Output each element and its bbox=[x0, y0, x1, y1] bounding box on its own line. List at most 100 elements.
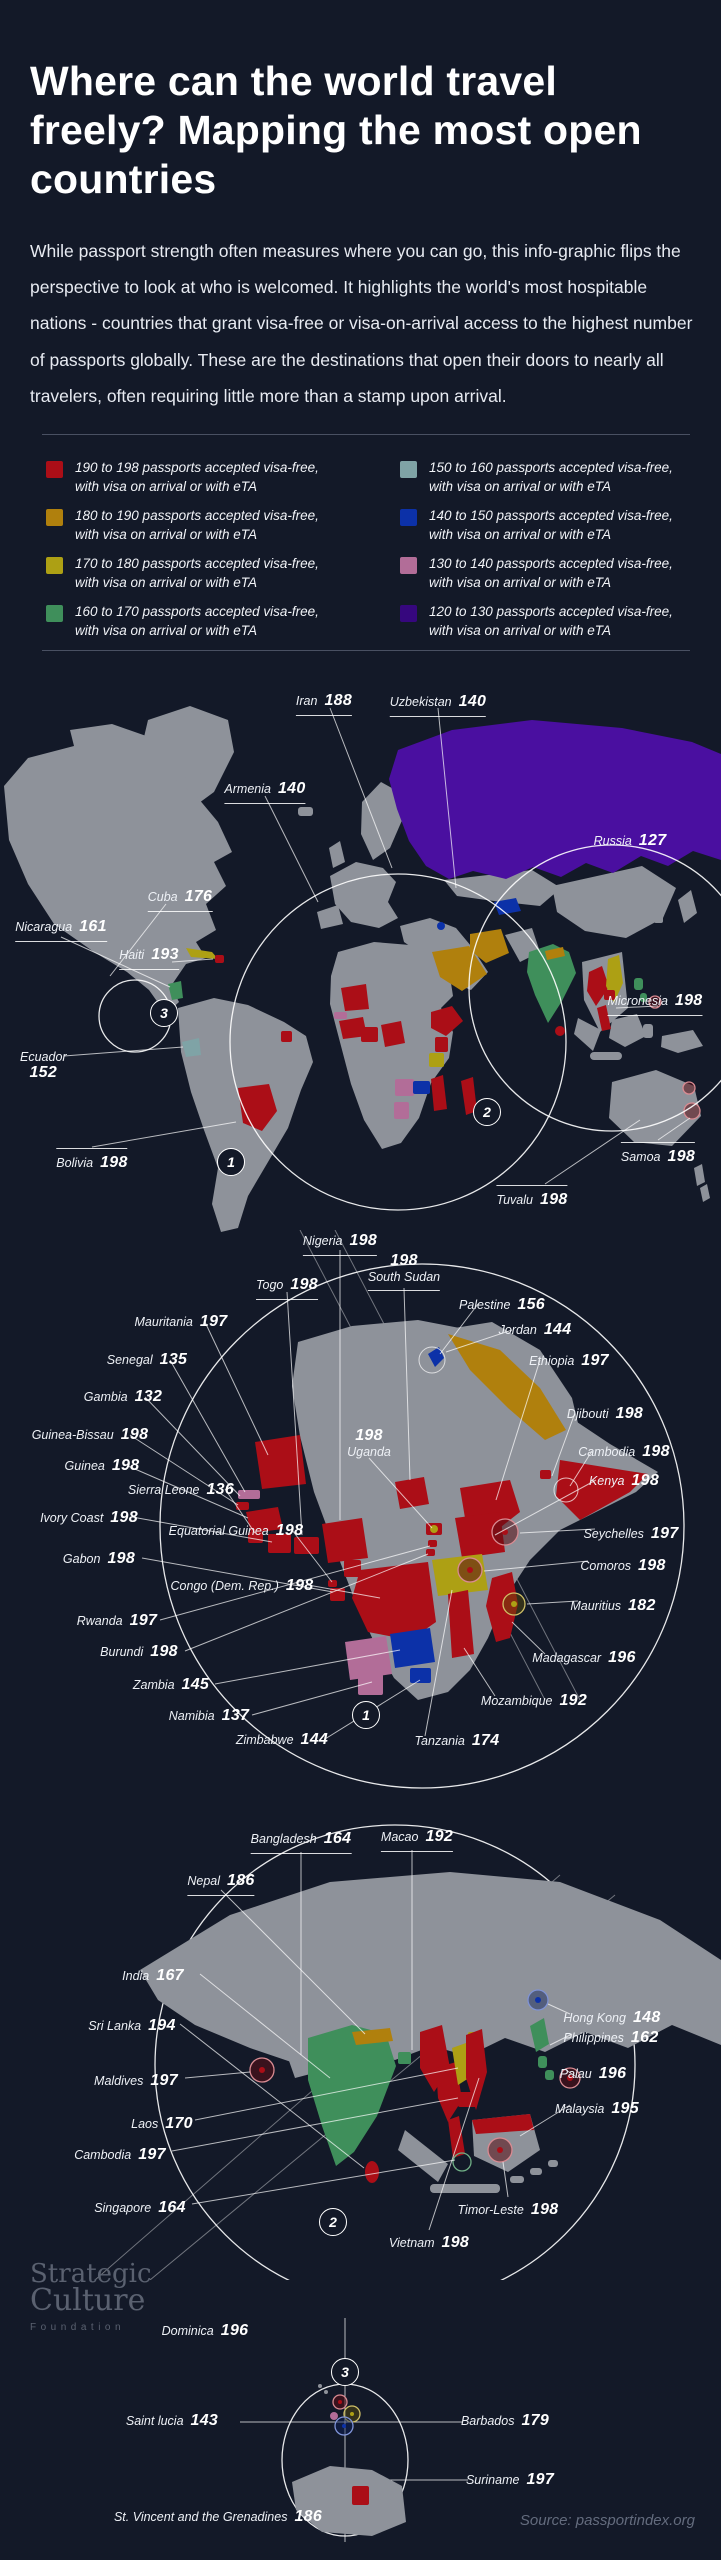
map-label-barbados: Barbados 179 bbox=[460, 2412, 550, 2429]
legend-divider-bottom bbox=[42, 650, 690, 651]
strategic-culture-foundation-logo: Strategic Culture Foundation bbox=[30, 2261, 152, 2333]
map-label-bangladesh: Bangladesh 164 bbox=[250, 1830, 352, 1854]
map-label-palau: Palau 196 bbox=[559, 2065, 627, 2082]
map-label-saint-lucia: Saint lucia 143 bbox=[125, 2412, 219, 2429]
map-label-ivory-coast: Ivory Coast 198 bbox=[40, 1509, 138, 1526]
asia-map-art bbox=[94, 1824, 721, 2280]
map-label-tanzania: Tanzania 174 bbox=[414, 1732, 500, 1749]
map-label-mauritania: Mauritania 197 bbox=[134, 1313, 228, 1330]
logo-line-2: Culture bbox=[30, 2283, 146, 2318]
inset-badge-1: 1 bbox=[217, 1148, 245, 1176]
asia-inset-panel: Bangladesh 164 Macao 192 Nepal 186 India 167 Sri… bbox=[0, 1820, 721, 2280]
legend-color-swatch bbox=[46, 557, 63, 574]
map-label-gambia: Gambia 132 bbox=[83, 1388, 163, 1405]
map-label-rwanda: Rwanda 197 bbox=[76, 1612, 158, 1629]
map-label-timor-leste: Timor-Leste 198 bbox=[457, 2201, 559, 2218]
legend-item-140-to-150: 140 to 150 passports accepted visa-free,… bbox=[400, 506, 721, 544]
map-label-tuvalu: Tuvalu 198 bbox=[496, 1185, 568, 1209]
map-label-gabon: Gabon 198 bbox=[62, 1550, 136, 1567]
map-label-namibia: Namibia 137 bbox=[168, 1707, 250, 1724]
map-label-kenya: Kenya 198 bbox=[588, 1472, 660, 1489]
map-label-maldives: Maldives 197 bbox=[94, 2072, 178, 2089]
map-label-comoros: Comoros 198 bbox=[580, 1557, 666, 1574]
legend-label: 180 to 190 passports accepted visa-free,… bbox=[75, 508, 319, 542]
map-label-vietnam: Vietnam 198 bbox=[388, 2234, 470, 2251]
map-label-iran: Iran 188 bbox=[295, 692, 353, 716]
map-label-guinea-bissau: Guinea-Bissau 198 bbox=[31, 1426, 149, 1443]
map-label-cuba: Cuba 176 bbox=[147, 888, 213, 912]
map-label-bolivia: Bolivia 198 bbox=[56, 1148, 128, 1172]
map-label-cambodia: Cambodia 198 bbox=[578, 1443, 670, 1460]
map-label-nicaragua: Nicaragua 161 bbox=[15, 918, 107, 942]
map-label-philippines: Philippines 162 bbox=[563, 2029, 659, 2046]
map-label-nepal: Nepal 186 bbox=[187, 1872, 255, 1896]
map-label-congo-dem-rep-: Congo (Dem. Rep.) 198 bbox=[170, 1577, 314, 1594]
africa-inset-panel: Nigeria 198 Togo 198 198 South Sudan Mauritani… bbox=[0, 1230, 721, 1790]
map-label-ethiopia: Ethiopia 197 bbox=[529, 1352, 609, 1369]
map-label-togo: Togo 198 bbox=[256, 1276, 318, 1300]
legend-item-150-to-160: 150 to 160 passports accepted visa-free,… bbox=[400, 458, 721, 496]
legend-color-swatch bbox=[400, 557, 417, 574]
map-label-uzbekistan: Uzbekistan 140 bbox=[389, 693, 487, 717]
inset-badge-3: 3 bbox=[331, 2358, 359, 2386]
map-label-equatorial-guinea: Equatorial Guinea 198 bbox=[168, 1522, 304, 1539]
map-label-russia: Russia 127 bbox=[593, 832, 667, 849]
map-label-haiti: Haiti 193 bbox=[119, 946, 179, 970]
map-label-senegal: Senegal 135 bbox=[106, 1351, 188, 1368]
legend-item-120-to-130: 120 to 130 passports accepted visa-free,… bbox=[400, 602, 721, 640]
map-label-sierra-leone: Sierra Leone 136 bbox=[127, 1481, 235, 1498]
africa-leader-lines bbox=[127, 1250, 597, 1740]
map-label-ecuador: Ecuador 152 bbox=[20, 1050, 67, 1082]
map-label-sri-lanka: Sri Lanka 194 bbox=[88, 2017, 176, 2034]
map-label-micronesia: Micronesia 198 bbox=[607, 992, 703, 1016]
legend-color-swatch bbox=[400, 605, 417, 622]
world-map-panel: Iran 188 Uzbekistan 140 Armenia 140 Russia 127 C… bbox=[0, 690, 721, 1235]
inset-badge-1: 1 bbox=[352, 1701, 380, 1729]
map-label-singapore: Singapore 164 bbox=[94, 2199, 186, 2216]
map-label-dominica: Dominica 196 bbox=[161, 2322, 249, 2339]
map-label-guinea: Guinea 198 bbox=[64, 1457, 140, 1474]
map-label-mozambique: Mozambique 192 bbox=[480, 1692, 588, 1709]
page-title: Where can the world travel freely? Mappi… bbox=[30, 58, 642, 203]
map-label-hong-kong: Hong Kong 148 bbox=[563, 2009, 661, 2026]
caribbean-inset-panel: Dominica 196 Saint lucia 143 Barbados 179 Suri… bbox=[0, 2290, 721, 2560]
logo-line-3: Foundation bbox=[30, 2322, 126, 2333]
inset-badge-2: 2 bbox=[319, 2208, 347, 2236]
legend-item-170-to-180: 170 to 180 passports accepted visa-free,… bbox=[46, 554, 376, 592]
legend-color-swatch bbox=[46, 509, 63, 526]
map-label-samoa: Samoa 198 bbox=[620, 1142, 696, 1166]
map-label-cambodia: Cambodia 197 bbox=[74, 2146, 166, 2163]
map-label-malaysia: Malaysia 195 bbox=[555, 2100, 639, 2117]
map-label-suriname: Suriname 197 bbox=[465, 2471, 555, 2488]
legend-label: 140 to 150 passports accepted visa-free,… bbox=[429, 508, 673, 542]
map-label-nigeria: Nigeria 198 bbox=[302, 1232, 378, 1256]
map-label-india: India 167 bbox=[122, 1967, 184, 1984]
legend-item-130-to-140: 130 to 140 passports accepted visa-free,… bbox=[400, 554, 721, 592]
legend-item-180-to-190: 180 to 190 passports accepted visa-free,… bbox=[46, 506, 376, 544]
map-label-laos: Laos 170 bbox=[131, 2115, 193, 2132]
legend-label: 160 to 170 passports accepted visa-free,… bbox=[75, 604, 319, 638]
map-label-palestine: Palestine 156 bbox=[458, 1296, 546, 1313]
source-credit: Source: passportindex.org bbox=[519, 2512, 695, 2529]
inset-badge-3: 3 bbox=[150, 999, 178, 1027]
legend-color-swatch bbox=[46, 461, 63, 478]
legend-label: 190 to 198 passports accepted visa-free,… bbox=[75, 460, 319, 494]
map-label-mauritius: Mauritius 182 bbox=[570, 1597, 656, 1614]
legend-label: 170 to 180 passports accepted visa-free,… bbox=[75, 556, 319, 590]
map-label-djibouti: Djibouti 198 bbox=[566, 1405, 644, 1422]
legend-label: 130 to 140 passports accepted visa-free,… bbox=[429, 556, 673, 590]
legend-color-swatch bbox=[46, 605, 63, 622]
map-label-madagascar: Madagascar 196 bbox=[532, 1649, 636, 1666]
map-label-burundi: Burundi 198 bbox=[100, 1643, 178, 1660]
legend-color-swatch bbox=[400, 461, 417, 478]
map-label-st-vincent-and-the-grenadines: St. Vincent and the Grenadines 186 bbox=[113, 2508, 323, 2525]
asia-leader-lines bbox=[171, 1850, 579, 2231]
legend-label: 150 to 160 passports accepted visa-free,… bbox=[429, 460, 673, 494]
inset-badge-2: 2 bbox=[473, 1098, 501, 1126]
caribbean-map-art bbox=[240, 2318, 468, 2542]
legend-color-swatch bbox=[400, 509, 417, 526]
world-leader-lines bbox=[60, 707, 691, 1185]
map-label-south-sudan: 198 South Sudan bbox=[367, 1252, 441, 1291]
map-label-macao: Macao 192 bbox=[380, 1828, 454, 1852]
